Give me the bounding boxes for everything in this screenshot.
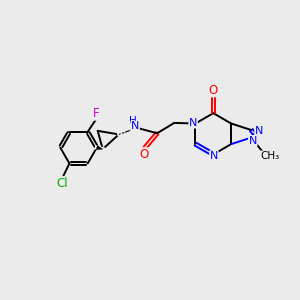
Text: N: N bbox=[255, 126, 263, 136]
Text: N: N bbox=[131, 122, 139, 131]
Text: O: O bbox=[209, 84, 218, 97]
Text: Cl: Cl bbox=[57, 177, 68, 190]
Text: N: N bbox=[210, 151, 218, 161]
Text: F: F bbox=[93, 107, 100, 120]
Text: CH₃: CH₃ bbox=[260, 151, 280, 161]
Text: N: N bbox=[249, 136, 257, 146]
Text: O: O bbox=[140, 148, 149, 161]
Text: H: H bbox=[129, 116, 136, 126]
Polygon shape bbox=[96, 146, 103, 150]
Text: N: N bbox=[189, 118, 197, 128]
